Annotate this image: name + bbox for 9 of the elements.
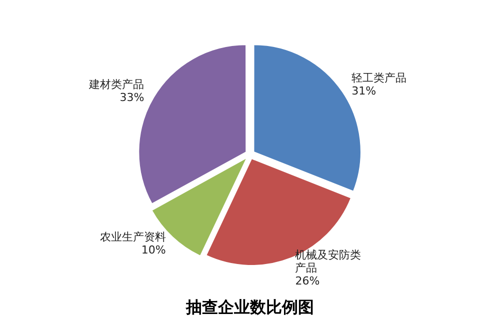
slice-label: 农业生产资料 bbox=[100, 230, 166, 244]
data-label: 10% bbox=[141, 243, 166, 256]
data-label: 26% bbox=[295, 274, 320, 288]
text: 抽查企业数比例图 bbox=[185, 298, 314, 317]
slice-label: 建材类产品 bbox=[88, 78, 144, 92]
slice-label: 轻工类产品 bbox=[352, 72, 407, 85]
data-label: 33% bbox=[120, 91, 144, 104]
slice-label: 机械及安防类产品 bbox=[295, 248, 362, 275]
data-label: 31% bbox=[352, 84, 376, 98]
